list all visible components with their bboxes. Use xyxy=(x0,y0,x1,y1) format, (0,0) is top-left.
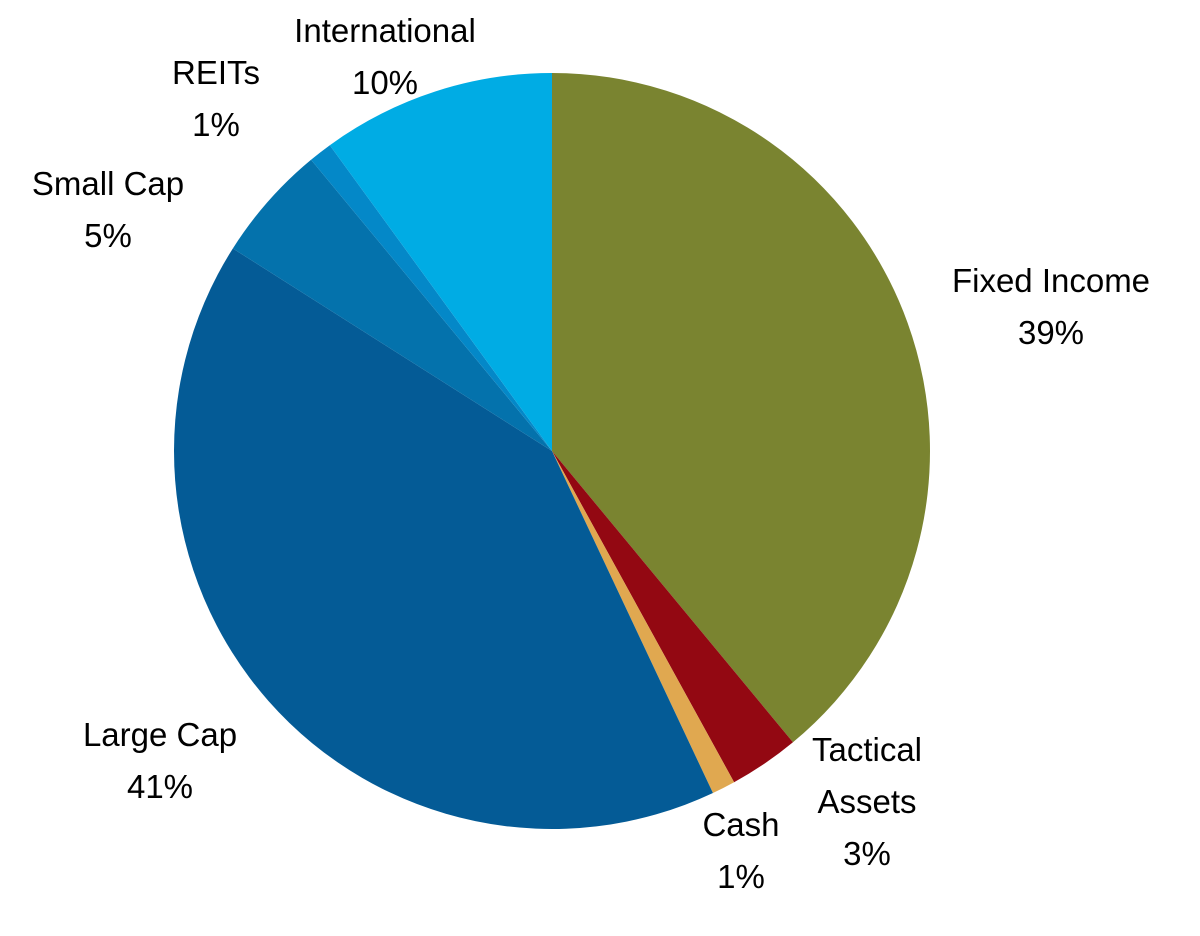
label-small-cap-percent: 5% xyxy=(84,217,132,254)
label-large-cap-percent: 41% xyxy=(126,768,194,805)
label-large-cap-name-line: Large Cap xyxy=(82,716,238,753)
label-fixed-income-percent: 39% xyxy=(1017,314,1085,351)
slice-tactical-assets xyxy=(552,451,793,783)
label-reits-percent: 1% xyxy=(192,106,240,143)
label-reits-name-line: REITs xyxy=(171,54,261,91)
slice-reits xyxy=(311,145,552,451)
label-fixed-income: Fixed Income 39% xyxy=(952,255,1150,359)
label-cash-name-line: Cash xyxy=(702,806,780,843)
label-small-cap-name-line: Small Cap xyxy=(31,165,185,202)
slice-small-cap xyxy=(232,159,552,451)
label-international: International 10% xyxy=(294,5,476,109)
slice-cash xyxy=(552,451,735,794)
label-international-name-line: International xyxy=(294,12,476,49)
label-cash: Cash 1% xyxy=(702,799,779,903)
label-large-cap: Large Cap 41% xyxy=(83,709,237,813)
label-fixed-income-name-line: Fixed Income xyxy=(951,262,1151,299)
label-cash-percent: 1% xyxy=(717,858,765,895)
label-tactical-assets-name-line: Assets xyxy=(817,783,917,820)
label-reits: REITs 1% xyxy=(172,47,260,151)
slice-large-cap xyxy=(174,248,713,829)
slice-international xyxy=(329,73,552,451)
slice-fixed-income xyxy=(552,73,930,743)
label-small-cap: Small Cap 5% xyxy=(32,158,184,262)
label-international-percent: 10% xyxy=(351,64,419,101)
label-tactical-assets-percent: 3% xyxy=(843,835,891,872)
label-tactical-assets: Tactical Assets 3% xyxy=(812,724,922,880)
label-tactical-assets-name-line: Tactical xyxy=(811,731,923,768)
